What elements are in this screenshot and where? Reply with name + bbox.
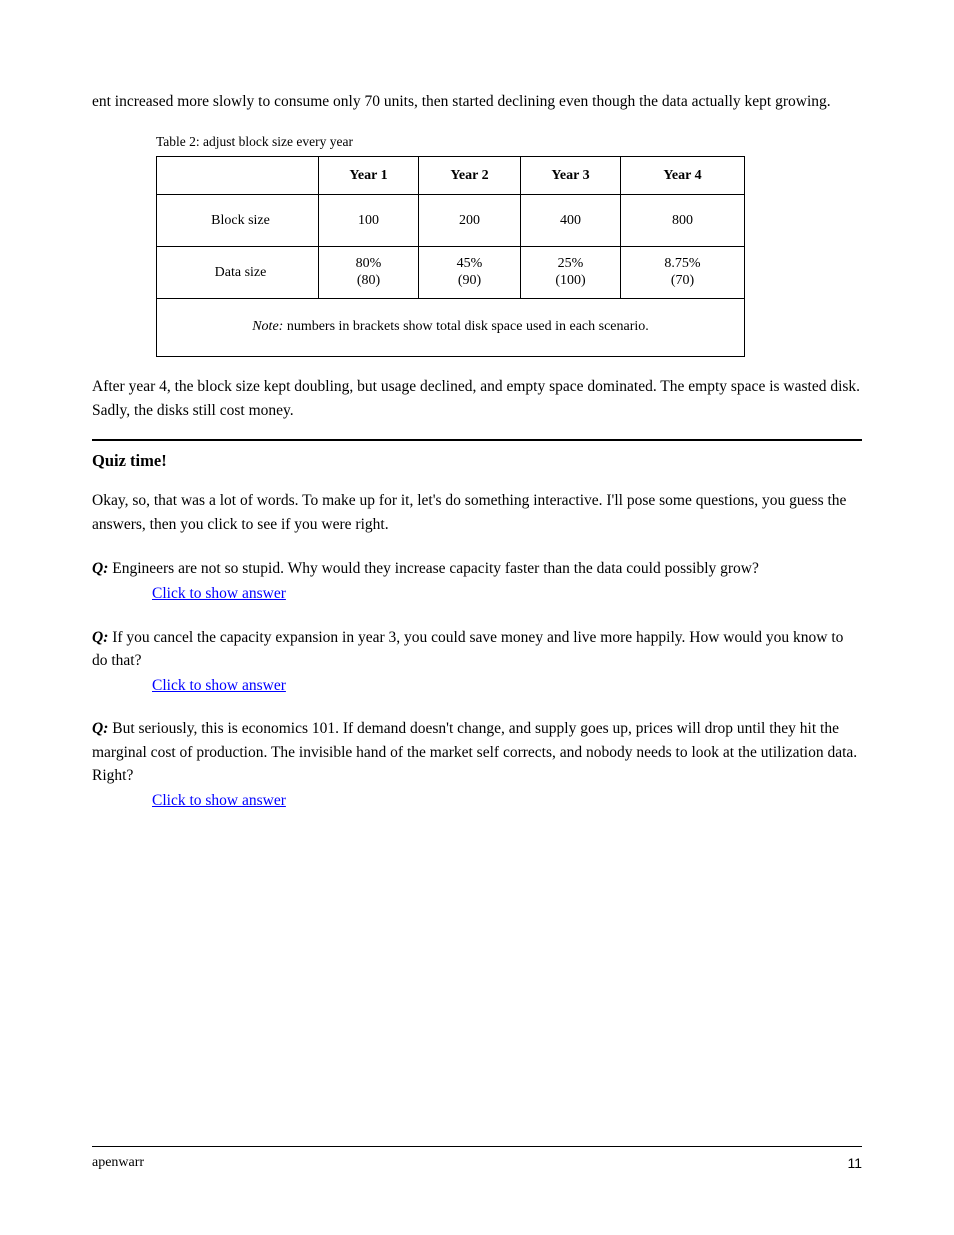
table-header-year4: Year 4 — [621, 157, 745, 195]
cell-block-y4: 800 — [621, 195, 745, 247]
table-header-year1: Year 1 — [319, 157, 419, 195]
q2-text: If you cancel the capacity expansion in … — [92, 629, 843, 669]
cell-data-y1: 80%(80) — [319, 247, 419, 299]
q2-label: Q: — [92, 629, 108, 646]
q3-text: But seriously, this is economics 101. If… — [92, 720, 857, 784]
table-footnote: Note: numbers in brackets show total dis… — [157, 299, 745, 357]
q1-text: Engineers are not so stupid. Why would t… — [108, 560, 759, 577]
table-header-blank — [157, 157, 319, 195]
section-title: Quiz time! — [92, 451, 862, 471]
cell-block-y1: 100 — [319, 195, 419, 247]
question-block-1: Q: Engineers are not so stupid. Why woul… — [92, 557, 862, 606]
footer-divider — [92, 1146, 862, 1147]
question-block-2: Q: If you cancel the capacity expansion … — [92, 626, 862, 698]
q1-reveal-link[interactable]: Click to show answer — [152, 585, 286, 602]
section-divider — [92, 439, 862, 441]
cell-data-y4: 8.75%(70) — [621, 247, 745, 299]
below-table-paragraph: After year 4, the block size kept doubli… — [92, 375, 862, 423]
footer-left: apenwarr — [92, 1155, 144, 1171]
table-row: Block size 100 200 400 800 — [157, 195, 745, 247]
capacity-table: Year 1 Year 2 Year 3 Year 4 Block size 1… — [156, 156, 745, 357]
quiz-intro: Okay, so, that was a lot of words. To ma… — [92, 489, 862, 537]
table-footnote-row: Note: numbers in brackets show total dis… — [157, 299, 745, 357]
footnote-text: numbers in brackets show total disk spac… — [283, 319, 648, 334]
table-header-row: Year 1 Year 2 Year 3 Year 4 — [157, 157, 745, 195]
row-label-data-size: Data size — [157, 247, 319, 299]
table-header-year3: Year 3 — [521, 157, 621, 195]
footer-page-number: 11 — [847, 1155, 862, 1171]
q1-label: Q: — [92, 560, 108, 577]
q2-reveal-link[interactable]: Click to show answer — [152, 677, 286, 694]
footnote-label: Note: — [252, 319, 283, 334]
table-row: Data size 80%(80) 45%(90) 25%(100) 8.75%… — [157, 247, 745, 299]
cell-data-y2: 45%(90) — [419, 247, 521, 299]
cell-block-y2: 200 — [419, 195, 521, 247]
row-label-block-size: Block size — [157, 195, 319, 247]
table-caption: Table 2: adjust block size every year — [92, 134, 862, 150]
q3-label: Q: — [92, 720, 108, 737]
cell-data-y3: 25%(100) — [521, 247, 621, 299]
table-header-year2: Year 2 — [419, 157, 521, 195]
q3-reveal-link[interactable]: Click to show answer — [152, 792, 286, 809]
top-paragraph: ent increased more slowly to consume onl… — [92, 90, 862, 114]
cell-block-y3: 400 — [521, 195, 621, 247]
question-block-3: Q: But seriously, this is economics 101.… — [92, 717, 862, 812]
